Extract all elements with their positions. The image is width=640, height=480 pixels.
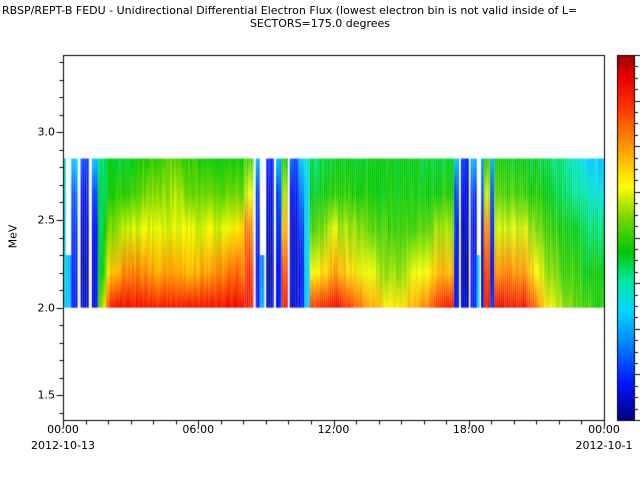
chart-title: RBSP/REPT-B FEDU - Unidirectional Differ…	[2, 4, 578, 17]
y-tick-label: 2.5	[37, 213, 56, 227]
chart-subtitle: SECTORS=175.0 degrees	[249, 17, 391, 30]
x-tick-label: 00:00	[47, 423, 79, 436]
x-axis-date-right: 2012-10-1	[575, 439, 633, 452]
y-tick-label: 2.0	[37, 301, 56, 315]
y-tick-label: 3.0	[37, 125, 56, 139]
y-tick-label: 1.5	[37, 388, 56, 402]
x-axis-date-left: 2012-10-13	[31, 439, 95, 452]
y-axis-label: MeV	[6, 224, 20, 249]
x-tick-label: 06:00	[182, 423, 215, 436]
x-tick-label: 12:00	[317, 423, 350, 436]
x-tick-label: 00:00	[588, 423, 620, 436]
x-tick-label: 18:00	[452, 423, 485, 436]
